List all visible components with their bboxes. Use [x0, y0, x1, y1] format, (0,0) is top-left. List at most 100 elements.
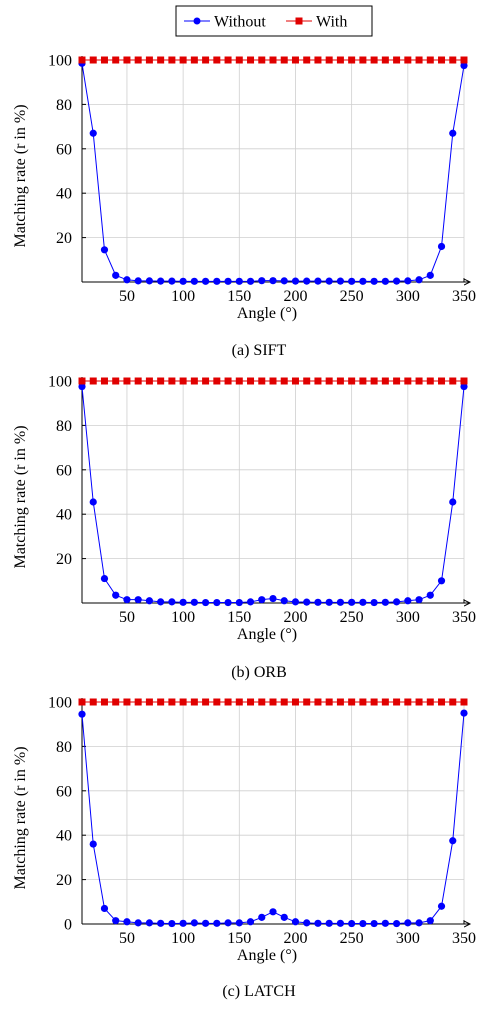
series-without [78, 709, 468, 928]
data-point [359, 919, 367, 928]
x-tick-label: 150 [227, 288, 251, 305]
data-point [168, 377, 176, 385]
data-point [426, 56, 434, 64]
data-point [78, 56, 86, 64]
data-point [460, 698, 468, 706]
data-point [348, 56, 356, 64]
data-point [89, 377, 97, 385]
data-point [78, 382, 86, 391]
data-point [269, 56, 277, 64]
data-point [303, 598, 311, 606]
data-point [314, 277, 322, 285]
data-point [123, 377, 131, 385]
data-point [190, 598, 198, 606]
data-point [370, 919, 378, 928]
data-point [393, 698, 401, 706]
series-line [81, 386, 465, 604]
chart-panel-2: 50 100 150 200 250 300 350 20 40 60 80 100 Angle (°)… [12, 374, 476, 682]
data-point [449, 498, 457, 506]
data-point [393, 56, 401, 64]
data-point [145, 377, 153, 385]
data-point [224, 698, 232, 706]
data-point [336, 56, 344, 64]
data-point [123, 276, 131, 284]
data-point [280, 277, 288, 285]
data-point [201, 598, 210, 607]
data-point [246, 598, 255, 606]
y-tick-label: 20 [56, 551, 72, 568]
data-point [168, 598, 176, 606]
data-point [224, 598, 232, 607]
y-tick-label: 40 [56, 828, 72, 845]
data-point [123, 596, 131, 604]
data-point [235, 598, 243, 607]
x-tick-label: 250 [340, 930, 364, 947]
x-tick-label: 300 [396, 288, 420, 305]
x-tick-label: 100 [171, 930, 195, 947]
series-with [78, 377, 468, 385]
data-point [123, 698, 131, 706]
data-point [348, 377, 356, 385]
data-point [179, 698, 187, 706]
data-point [190, 377, 198, 385]
data-point [224, 277, 232, 285]
data-point [348, 277, 356, 285]
data-point [89, 129, 97, 137]
data-point [415, 276, 423, 284]
data-point [145, 56, 153, 64]
data-point [157, 598, 165, 606]
legend-label: With [316, 14, 347, 31]
data-point [100, 377, 108, 385]
data-point [314, 698, 322, 706]
data-point [247, 698, 255, 706]
data-point [100, 246, 109, 254]
data-point [258, 698, 266, 706]
data-point [201, 919, 210, 927]
data-point [404, 277, 412, 285]
y-tick-label: 60 [56, 141, 72, 158]
y-axis-label: Matching rate (r in %) [12, 104, 29, 247]
x-tick-label: 100 [171, 609, 195, 626]
data-point [112, 917, 120, 925]
data-point [438, 377, 446, 385]
x-tick-label: 250 [340, 609, 364, 626]
data-point [190, 277, 198, 285]
x-axis-label: Angle (°) [237, 305, 297, 322]
data-point [235, 698, 243, 706]
y-tick-label: 40 [56, 186, 72, 203]
x-tick-label: 50 [119, 609, 135, 626]
series-line [81, 63, 465, 282]
data-point [336, 377, 344, 385]
data-point [258, 277, 266, 285]
data-point [179, 56, 187, 64]
x-tick-label: 250 [340, 288, 364, 305]
data-point [246, 277, 255, 285]
y-tick-label: 100 [48, 53, 72, 70]
x-tick-label: 350 [452, 930, 476, 947]
data-point [213, 598, 221, 607]
data-point [258, 377, 266, 385]
data-point [404, 56, 412, 64]
data-point [449, 129, 457, 137]
data-point [415, 919, 423, 927]
data-point [247, 377, 255, 385]
data-point [336, 919, 345, 927]
data-point [213, 919, 221, 927]
data-point [291, 56, 299, 64]
data-point [370, 56, 378, 64]
data-point [325, 377, 333, 385]
data-point [112, 698, 120, 706]
x-tick-label: 350 [452, 288, 476, 305]
data-point [100, 56, 108, 64]
y-axis-label: Matching rate (r in %) [12, 425, 29, 568]
data-point [437, 242, 446, 251]
data-point [224, 377, 232, 385]
chart-panel-1: 50 100 150 200 250 300 350 20 40 60 80 100 Angle (°)… [12, 53, 476, 360]
legend-marker-square [295, 17, 303, 25]
data-point [157, 277, 165, 285]
data-point [123, 918, 131, 926]
data-point [303, 698, 311, 706]
x-tick-label: 300 [396, 930, 420, 947]
data-point [134, 56, 142, 64]
